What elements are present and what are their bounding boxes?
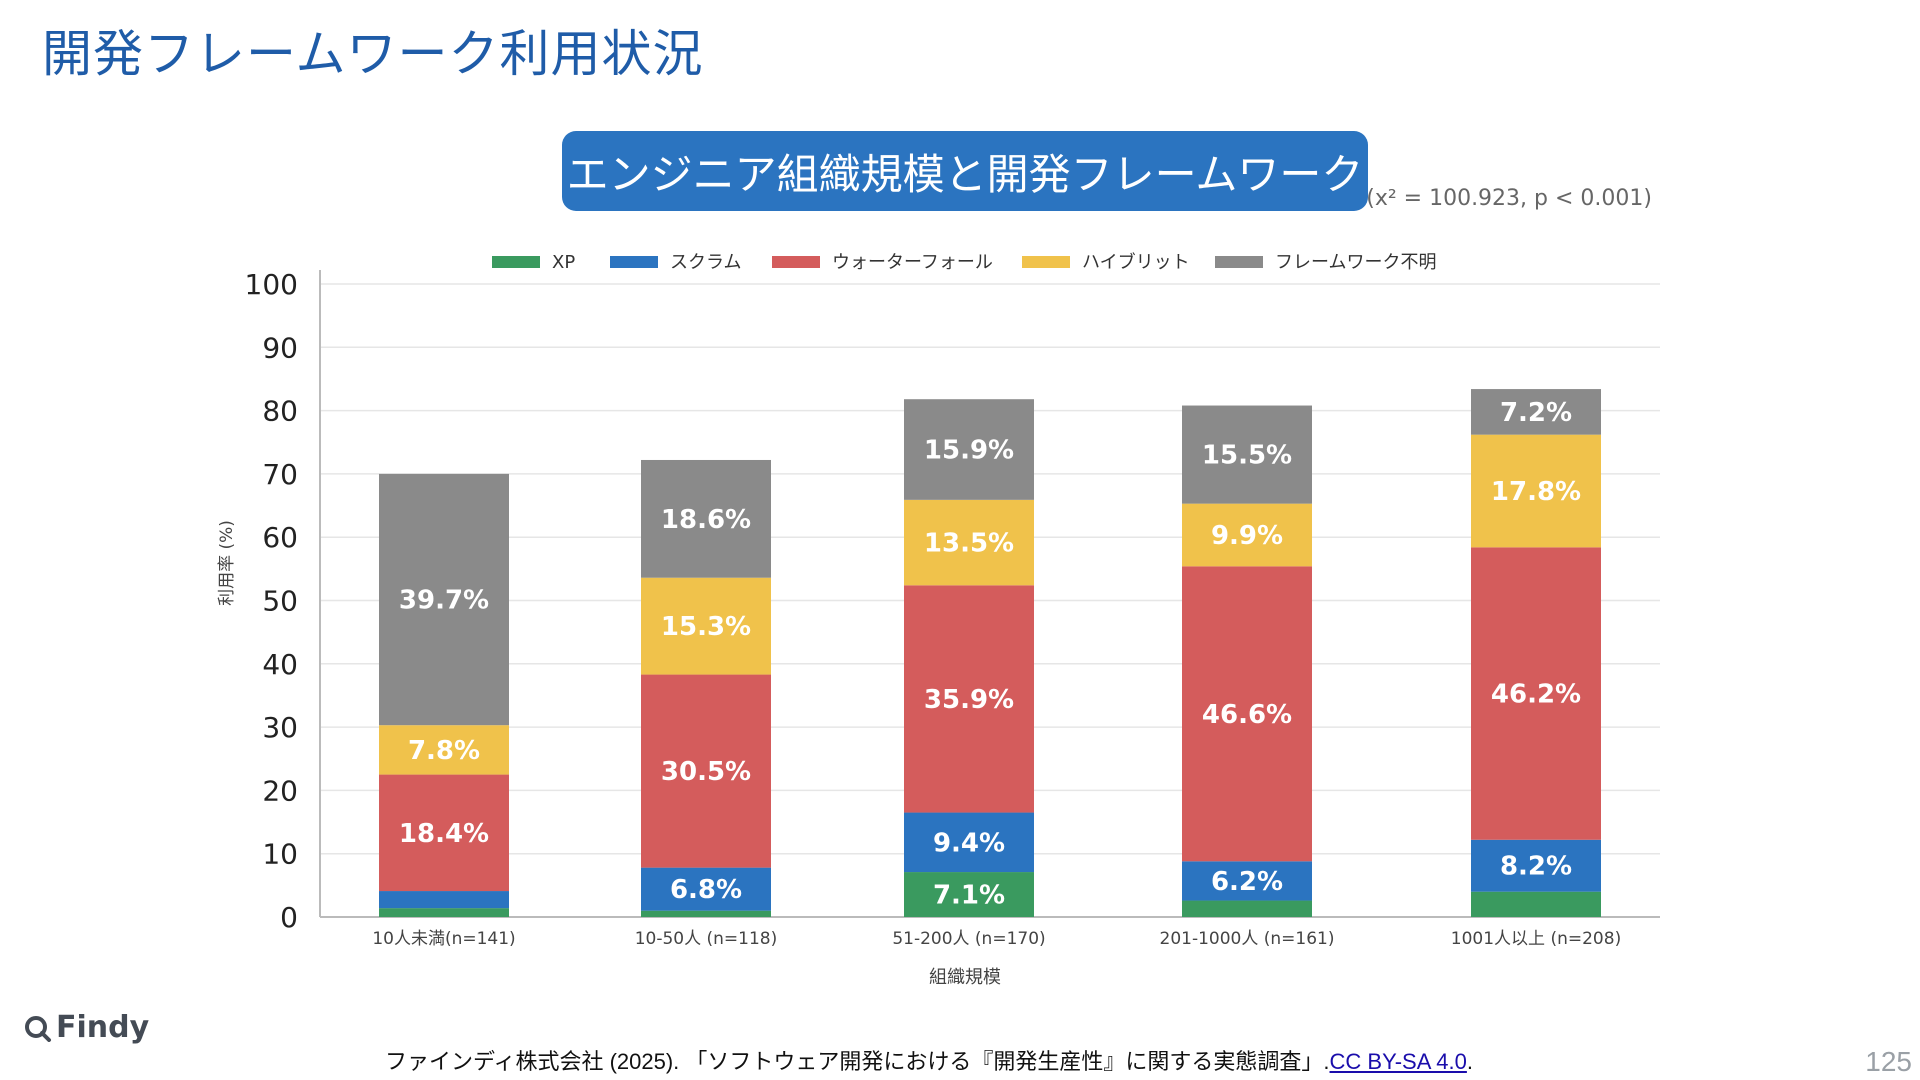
y-axis-title: 利用率 (%) — [217, 520, 237, 606]
bar-segment — [1182, 900, 1312, 917]
y-tick-label: 60 — [262, 521, 298, 554]
data-label: 17.8% — [1491, 477, 1581, 507]
legend-label: フレームワーク不明 — [1275, 252, 1436, 273]
bar-segment — [641, 459, 771, 578]
data-label: 35.9% — [924, 685, 1014, 715]
legend-label: ハイブリット — [1082, 251, 1190, 273]
x-tick-label: 10-50人 (n=118) — [635, 929, 778, 949]
legend-swatch — [610, 256, 658, 268]
data-label: 18.6% — [661, 505, 751, 535]
bar-segment — [641, 867, 771, 911]
y-tick-label: 40 — [262, 648, 298, 681]
citation: ファインディ株式会社 (2025). 「ソフトウェア開発における『開発生産性』に… — [385, 1044, 1473, 1076]
bar-segment — [379, 891, 509, 909]
legend-label: スクラム — [670, 252, 741, 273]
data-label: 9.4% — [933, 828, 1005, 858]
chart-title: エンジニア組織規模と開発フレームワーク — [566, 149, 1364, 199]
statistics-note: (x² = 100.923, p < 0.001) — [1366, 186, 1652, 211]
bar-segment — [904, 872, 1034, 917]
data-label: 39.7% — [399, 586, 489, 616]
data-label: 15.3% — [661, 612, 751, 642]
legend-label: ウォーターフォール — [832, 252, 993, 273]
data-label: 13.5% — [924, 529, 1014, 559]
bar-segment — [1471, 434, 1601, 548]
data-label: 7.2% — [1500, 398, 1572, 428]
bar-segment — [1182, 405, 1312, 504]
y-tick-label: 100 — [245, 268, 298, 301]
citation-end: . — [1466, 1049, 1474, 1074]
bar-segment — [379, 473, 509, 726]
x-tick-label: 1001人以上 (n=208) — [1451, 929, 1621, 949]
bar-segment — [1182, 566, 1312, 862]
data-label: 15.9% — [924, 436, 1014, 466]
x-tick-label: 201-1000人 (n=161) — [1160, 929, 1335, 949]
x-tick-label: 51-200人 (n=170) — [892, 929, 1045, 949]
bar-segment — [904, 499, 1034, 586]
x-axis-title: 組織規模 — [929, 967, 1001, 988]
legend-swatch — [772, 256, 820, 268]
stacked-bar-chart: 0 10 20 30 40 50 60 70 80 90 100 18.4% 7.8% 39.7% 10人未… — [217, 251, 1660, 988]
bar-segment — [379, 908, 509, 917]
page-number: 125 — [1865, 1046, 1912, 1077]
y-tick-label: 0 — [280, 901, 298, 934]
bar-segment — [641, 910, 771, 917]
data-label: 15.5% — [1202, 441, 1292, 471]
y-tick-label: 30 — [262, 711, 298, 744]
legend-swatch — [1022, 256, 1070, 268]
chart-title-banner: エンジニア組織規模と開発フレームワーク — [562, 131, 1368, 211]
legend-label: XP — [552, 252, 575, 273]
bar-segment — [1182, 861, 1312, 901]
bar-segment — [379, 774, 509, 892]
data-label: 6.2% — [1211, 867, 1283, 897]
data-label: 18.4% — [399, 819, 489, 849]
data-label: 30.5% — [661, 757, 751, 787]
page-title: 開発フレームワーク利用状況 — [42, 25, 704, 83]
findy-logo: Findy — [24, 1010, 149, 1045]
license-link[interactable]: CC BY-SA 4.0 — [1329, 1049, 1467, 1074]
bar-segment — [904, 399, 1034, 500]
data-label: 8.2% — [1500, 852, 1572, 882]
bar-segment — [641, 577, 771, 675]
bar-segment — [904, 585, 1034, 813]
y-tick-label: 70 — [262, 458, 298, 491]
y-tick-label: 50 — [262, 585, 298, 618]
y-tick-label: 20 — [262, 774, 298, 807]
y-tick-label: 90 — [262, 331, 298, 364]
x-tick-label: 10人未満(n=141) — [372, 929, 515, 949]
bar-segment — [1182, 503, 1312, 567]
data-label: 7.1% — [933, 881, 1005, 911]
data-label: 46.6% — [1202, 700, 1292, 730]
bar-segment — [379, 725, 509, 775]
bar-segment — [904, 812, 1034, 873]
bar-segment — [1471, 891, 1601, 917]
bar-segment — [1471, 547, 1601, 840]
data-label: 46.2% — [1491, 680, 1581, 710]
y-tick-label: 10 — [262, 838, 298, 871]
legend-swatch — [492, 256, 540, 268]
logo-text: Findy — [56, 1010, 150, 1045]
legend-swatch — [1215, 256, 1263, 268]
bar-segment — [1471, 389, 1601, 435]
findy-logo-icon — [25, 1015, 51, 1042]
data-label: 9.9% — [1211, 521, 1283, 551]
data-label: 6.8% — [670, 875, 742, 905]
bar-segment — [641, 674, 771, 868]
data-label: 7.8% — [408, 736, 480, 766]
y-tick-label: 80 — [262, 395, 298, 428]
citation-text: ファインディ株式会社 (2025). 「ソフトウェア開発における『開発生産性』に… — [385, 1049, 1330, 1074]
bar-segment — [1471, 839, 1601, 892]
